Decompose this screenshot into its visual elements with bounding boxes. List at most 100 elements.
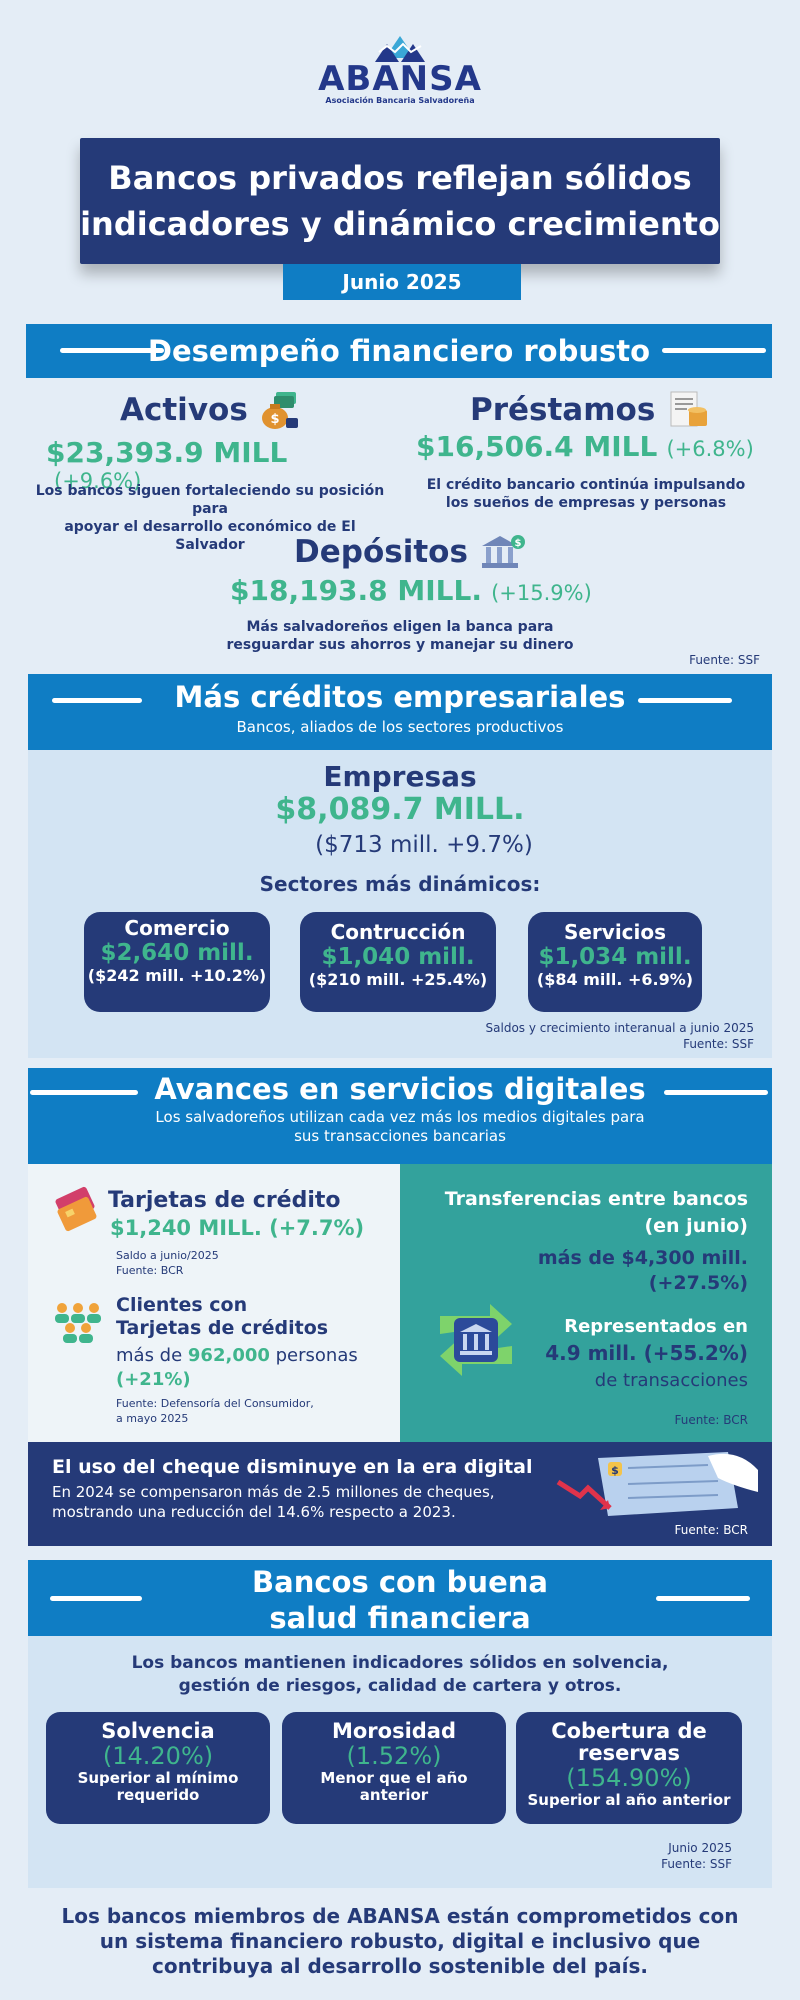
kpi-description: Superior al mínimo requerido	[77, 1769, 239, 1804]
transferencias-representados: Representados en 4.9 mill. (+55.2%) de t…	[545, 1316, 748, 1391]
credits-panel: Empresas $8,089.7 MILL. ($713 mill. +9.7…	[28, 750, 772, 1058]
divider-line	[656, 1596, 750, 1601]
divider-line	[664, 1090, 768, 1095]
credit-card-icon	[55, 1186, 97, 1232]
title-line-2: indicadores y dinámico crecimiento	[80, 205, 720, 243]
transferencias-value: más de $4,300 mill. (+27.5%)	[537, 1247, 748, 1294]
divider-line	[638, 698, 732, 703]
section-health-header: Bancos con buena salud financiera	[28, 1560, 772, 1636]
depositos-label: Depósitos	[294, 534, 468, 570]
section-title: Bancos con buena salud financiera	[252, 1565, 548, 1635]
divider-line	[30, 1090, 138, 1095]
prestamos-description: El crédito bancario continúa impulsando l…	[426, 477, 746, 511]
divider-line	[50, 1596, 142, 1601]
transfers-panel: Transferencias entre bancos (en junio) má…	[400, 1164, 772, 1442]
kpi-value: (154.90%)	[566, 1764, 692, 1792]
cheque-title: El uso del cheque disminuye en la era di…	[52, 1456, 533, 1478]
sector-name: Servicios	[563, 920, 667, 944]
sector-name: Comercio	[124, 916, 230, 940]
section-title: Desempeño financiero robusto	[147, 334, 651, 368]
section-financial-header: Desempeño financiero robusto	[26, 324, 772, 378]
sector-value: $1,040 mill.	[321, 944, 475, 970]
clientes-source: Fuente: Defensoría del Consumidor, a mayo…	[116, 1397, 314, 1425]
activos-heading: Activos $	[120, 390, 360, 430]
kpi-name: Cobertura de reservas	[551, 1719, 707, 1765]
sector-value: $1,034 mill.	[538, 944, 692, 970]
main-title-box: Bancos privados reflejan sólidos indicad…	[80, 138, 720, 264]
kpi-card-cobertura: Cobertura de reservas (154.90%) Superior …	[516, 1712, 742, 1824]
activos-change: (+9.6%)	[54, 469, 142, 493]
title-line-1: Bancos privados reflejan sólidos	[108, 159, 692, 197]
sector-card-servicios: Servicios $1,034 mill. ($84 mill. +6.9%)	[528, 912, 702, 1012]
cheque-icon: $	[556, 1452, 758, 1516]
sectors-title: Sectores más dinámicos:	[259, 872, 541, 896]
empresas-value: $8,089.7 MILL.	[275, 792, 525, 827]
sector-change: ($242 mill. +10.2%)	[87, 966, 267, 985]
kpi-card-morosidad: Morosidad (1.52%) Menor que el año anteri…	[282, 1712, 506, 1824]
abansa-logo: ABANSA Asociación Bancaria Salvadoreña	[300, 34, 500, 105]
tarjetas-value: $1,240 MILL. (+7.7%)	[110, 1216, 365, 1240]
depositos-change: (+15.9%)	[491, 581, 592, 605]
transferencias-source: Fuente: BCR	[674, 1413, 748, 1427]
cheque-panel: El uso del cheque disminuye en la era di…	[28, 1442, 772, 1546]
section-subtitle: Los salvadoreños utilizan cada vez más l…	[155, 1108, 645, 1145]
divider-line	[60, 348, 164, 353]
tarjetas-label: Tarjetas de crédito	[108, 1188, 341, 1213]
prestamos-value: $16,506.4 MILL	[416, 430, 658, 463]
activos-value: $23,393.9 MILL	[46, 436, 288, 469]
kpi-name: Morosidad	[331, 1719, 457, 1743]
section-digital-header: Avances en servicios digitales Los salva…	[28, 1068, 772, 1164]
svg-text:$: $	[611, 1464, 619, 1477]
clientes-label: Clientes con Tarjetas de créditos	[116, 1294, 329, 1339]
money-bag-icon: $	[261, 392, 298, 429]
clientes-value: más de 962,000 personas (+21%)	[116, 1345, 358, 1390]
section1-source: Fuente: SSF	[689, 653, 760, 667]
empresas-change: ($713 mill. +9.7%)	[315, 832, 533, 858]
kpi-value: (14.20%)	[102, 1742, 214, 1770]
section2-note: Saldos y crecimiento interanual a junio …	[485, 1021, 754, 1051]
empresas-label: Empresas	[323, 760, 477, 793]
sector-change: ($210 mill. +25.4%)	[308, 970, 488, 989]
depositos-description: Más salvadoreños eligen la banca para res…	[226, 619, 574, 653]
document-coins-icon	[670, 391, 708, 427]
svg-text:$: $	[270, 412, 279, 427]
page-title: Bancos privados reflejan sólidos indicad…	[80, 155, 720, 247]
sector-card-comercio: Comercio $2,640 mill. ($242 mill. +10.2%…	[84, 912, 270, 1012]
activos-value-row: $23,393.9 MILL (+9.6%)	[46, 436, 386, 493]
section4-source: Junio 2025 Fuente: SSF	[661, 1841, 732, 1871]
kpi-value: (1.52%)	[346, 1742, 442, 1770]
activos-description: Los bancos siguen fortaleciendo su posic…	[35, 483, 385, 553]
bank-transfer-icon	[440, 1304, 512, 1376]
prestamos-label: Préstamos	[470, 392, 656, 428]
activos-label: Activos	[120, 392, 248, 428]
people-group-icon	[55, 1303, 101, 1343]
prestamos-change: (+6.8%)	[666, 437, 754, 461]
health-panel: Los bancos mantienen indicadores sólidos…	[28, 1636, 772, 1888]
kpi-card-solvencia: Solvencia (14.20%) Superior al mínimo req…	[46, 1712, 270, 1824]
cheque-source: Fuente: BCR	[674, 1523, 748, 1537]
sector-card-construccion: Contrucción $1,040 mill. ($210 mill. +25…	[300, 912, 496, 1012]
kpi-description: Superior al año anterior	[527, 1791, 731, 1809]
prestamos-value-row: $16,506.4 MILL (+6.8%)	[416, 430, 766, 463]
depositos-heading: Depósitos $	[294, 532, 554, 572]
depositos-value: $18,193.8 MILL.	[230, 574, 482, 607]
prestamos-heading: Préstamos	[470, 390, 730, 430]
divider-line	[662, 348, 766, 353]
mountain-logo-icon	[375, 36, 425, 62]
health-intro: Los bancos mantienen indicadores sólidos…	[131, 1653, 669, 1696]
tarjetas-note: Saldo a junio/2025 Fuente: BCR	[116, 1249, 219, 1277]
section-credits-header: Más créditos empresariales Bancos, aliad…	[28, 674, 772, 750]
footer-statement: Los bancos miembros de ABANSA están comp…	[61, 1904, 739, 1978]
date-badge: Junio 2025	[283, 264, 521, 300]
sector-change: ($84 mill. +6.9%)	[536, 970, 694, 989]
svg-text:$: $	[514, 538, 521, 549]
depositos-value-row: $18,193.8 MILL. (+15.9%)	[230, 574, 610, 607]
section-title: Avances en servicios digitales	[154, 1072, 646, 1106]
kpi-name: Solvencia	[101, 1719, 215, 1743]
logo-subtitle: Asociación Bancaria Salvadoreña	[325, 96, 475, 105]
kpi-description: Menor que el año anterior	[320, 1769, 468, 1804]
divider-line	[52, 698, 142, 703]
logo-name: ABANSA	[318, 59, 482, 99]
bank-icon: $	[481, 535, 525, 568]
sector-name: Contrucción	[330, 920, 466, 944]
